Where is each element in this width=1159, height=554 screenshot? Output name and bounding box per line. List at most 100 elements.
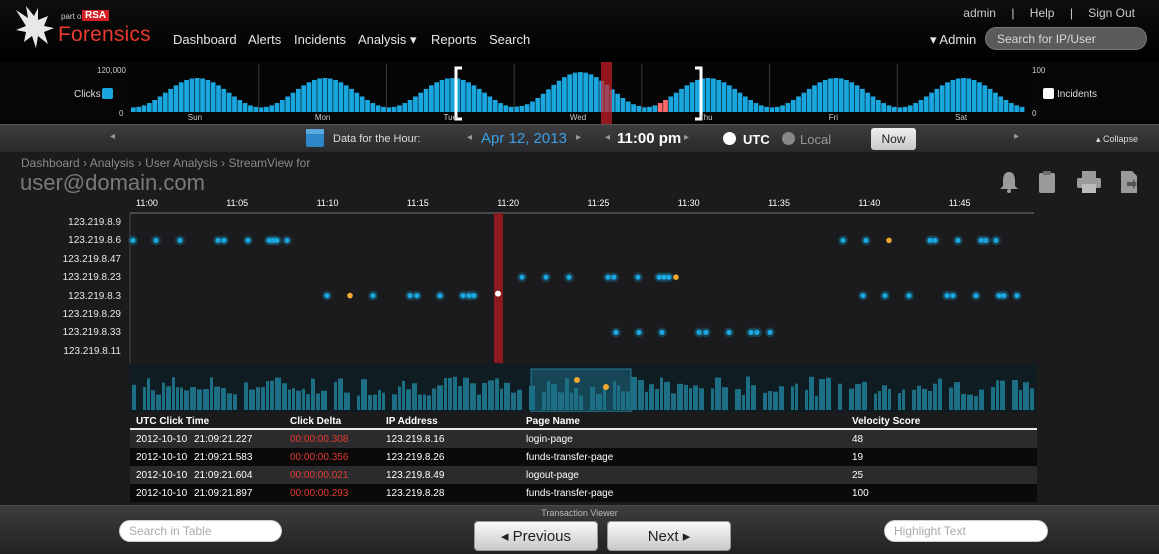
click-dot[interactable]: [215, 237, 221, 243]
ip-row-label[interactable]: 123.219.8.33: [62, 327, 121, 339]
click-dot[interactable]: [221, 237, 227, 243]
click-dot[interactable]: [543, 274, 549, 280]
click-dot[interactable]: [437, 293, 443, 299]
current-time-marker[interactable]: [494, 213, 503, 363]
time-value[interactable]: 11:00 pm: [617, 130, 682, 147]
click-dot[interactable]: [471, 293, 477, 299]
date-value[interactable]: Apr 12, 2013: [481, 130, 567, 147]
click-dot[interactable]: [636, 329, 642, 335]
breadcrumb-dashboard[interactable]: Dashboard: [21, 156, 80, 170]
click-dot[interactable]: [666, 274, 672, 280]
click-dot[interactable]: [950, 293, 956, 299]
brand-name[interactable]: Forensics: [58, 23, 151, 46]
click-dot[interactable]: [659, 329, 665, 335]
search-table-input[interactable]: [119, 520, 282, 542]
search-ip-user-input[interactable]: [985, 27, 1147, 50]
nav-alerts[interactable]: Alerts: [248, 32, 282, 47]
nav-incidents[interactable]: Incidents: [294, 32, 347, 47]
click-dot[interactable]: [860, 293, 866, 299]
stream-view-chart[interactable]: [0, 192, 1159, 364]
click-dot[interactable]: [611, 274, 617, 280]
col-click-delta[interactable]: Click Delta: [290, 416, 342, 427]
click-dot[interactable]: [754, 329, 760, 335]
click-dot[interactable]: [270, 237, 276, 243]
timeline-next-arrow-icon[interactable]: ▸: [1014, 131, 1020, 142]
click-dot[interactable]: [927, 237, 933, 243]
ip-row-label[interactable]: 123.219.8.9: [68, 217, 121, 228]
week-timeline[interactable]: Sun Mon Tue Wed Thu Fri Sat 120,000 0 100 0 Cl…: [0, 62, 1159, 124]
table-row[interactable]: 2012-10-10 21:09:21.227 00:00:00.308 123.21…: [130, 430, 1037, 448]
calendar-icon[interactable]: [306, 129, 324, 147]
ip-row-label[interactable]: 123.219.8.23: [62, 272, 121, 284]
click-dot[interactable]: [177, 237, 183, 243]
local-radio[interactable]: [782, 132, 795, 145]
time-prev-arrow-icon[interactable]: ◂: [605, 132, 611, 143]
utc-radio[interactable]: [723, 132, 736, 145]
click-dot[interactable]: [748, 329, 754, 335]
breadcrumb-user-analysis[interactable]: User Analysis: [145, 156, 218, 170]
selected-click-dot[interactable]: [495, 290, 501, 297]
selection-bracket-right[interactable]: [695, 66, 703, 121]
nav-reports[interactable]: Reports: [431, 32, 477, 47]
clipboard-icon[interactable]: [1037, 170, 1057, 194]
click-dot[interactable]: [605, 274, 611, 280]
date-prev-arrow-icon[interactable]: ◂: [467, 132, 473, 143]
selected-hour-marker[interactable]: [601, 62, 612, 124]
admin-link[interactable]: admin: [963, 6, 996, 20]
ip-row-label[interactable]: 123.219.8.29: [62, 309, 121, 320]
sign-out-link[interactable]: Sign Out: [1088, 6, 1135, 20]
ip-row-label[interactable]: 123.219.8.3: [68, 290, 121, 302]
highlighted-click-dot[interactable]: [886, 237, 892, 244]
collapse-button[interactable]: ▴ Collapse: [1096, 134, 1139, 144]
table-row[interactable]: 2012-10-10 21:09:21.897 00:00:00.293 123.21…: [130, 484, 1037, 502]
nav-search[interactable]: Search: [489, 32, 531, 47]
now-button[interactable]: Now: [871, 128, 916, 150]
stream-overview[interactable]: [130, 364, 1037, 413]
date-next-arrow-icon[interactable]: ▸: [576, 132, 582, 143]
click-dot[interactable]: [767, 329, 773, 335]
click-dot[interactable]: [1001, 293, 1007, 299]
click-dot[interactable]: [882, 293, 888, 299]
click-dot[interactable]: [983, 237, 989, 243]
click-dot[interactable]: [996, 293, 1002, 299]
ip-row-label[interactable]: 123.219.8.6: [68, 235, 121, 247]
click-dot[interactable]: [840, 237, 846, 243]
click-dot[interactable]: [906, 293, 912, 299]
click-dot[interactable]: [993, 237, 999, 243]
ip-row-label[interactable]: 123.219.8.11: [63, 345, 121, 357]
col-velocity-score[interactable]: Velocity Score: [852, 416, 921, 427]
click-dot[interactable]: [1014, 293, 1020, 299]
click-dot[interactable]: [324, 293, 330, 299]
col-page-name[interactable]: Page Name: [526, 416, 580, 427]
click-dot[interactable]: [153, 237, 159, 243]
admin-menu[interactable]: ▾ Admin: [930, 32, 977, 47]
col-utc-click-time[interactable]: UTC Click Time: [136, 416, 210, 427]
previous-button[interactable]: ◂ Previous: [474, 521, 598, 551]
incidents-toggle[interactable]: [1043, 88, 1054, 99]
click-dot[interactable]: [519, 274, 525, 280]
help-link[interactable]: Help: [1029, 6, 1055, 20]
click-dot[interactable]: [460, 293, 466, 299]
click-dot[interactable]: [266, 237, 272, 243]
click-dot[interactable]: [613, 329, 619, 335]
clicks-toggle[interactable]: [102, 88, 113, 99]
click-dot[interactable]: [656, 274, 662, 280]
click-dot[interactable]: [466, 293, 472, 299]
click-dot[interactable]: [407, 293, 413, 299]
highlighted-click-dot[interactable]: [347, 292, 353, 299]
timeline-prev-arrow-icon[interactable]: ◂: [110, 131, 116, 142]
nav-dashboard[interactable]: Dashboard: [173, 32, 237, 47]
table-row[interactable]: 2012-10-10 21:09:21.583 00:00:00.356 123.21…: [130, 448, 1037, 466]
bell-icon[interactable]: [997, 170, 1021, 194]
click-dot[interactable]: [696, 329, 702, 335]
next-button[interactable]: Next ▸: [607, 521, 731, 551]
ip-row-label[interactable]: 123.219.8.47: [62, 253, 121, 265]
highlighted-click-dot[interactable]: [673, 274, 679, 280]
click-dot[interactable]: [703, 329, 709, 335]
print-icon[interactable]: [1076, 170, 1102, 194]
click-dot[interactable]: [944, 293, 950, 299]
click-dot[interactable]: [414, 293, 420, 299]
click-dot[interactable]: [566, 274, 572, 280]
click-dot[interactable]: [978, 237, 984, 243]
highlight-text-input[interactable]: [884, 520, 1048, 542]
